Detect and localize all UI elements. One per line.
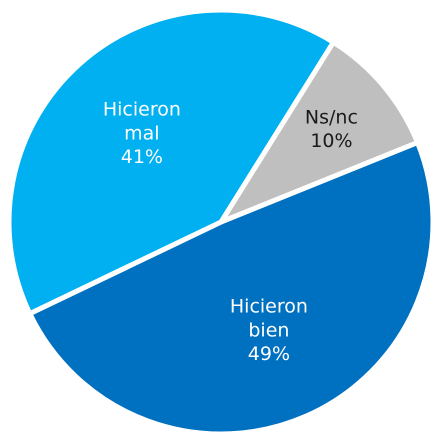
value-label: 10% xyxy=(310,130,352,152)
category-label-line: Hicieron xyxy=(230,295,308,317)
category-label-line: Ns/nc xyxy=(305,106,358,128)
pie-slice xyxy=(218,39,421,225)
category-label: Ns/nc xyxy=(305,106,358,128)
category-label-line: mal xyxy=(124,122,159,144)
pie-slice xyxy=(6,7,336,317)
category-label: Hicieron bien xyxy=(230,295,308,341)
value-label: 49% xyxy=(248,343,290,365)
category-label-line: Hicieron xyxy=(103,98,181,120)
category-label: Hicieron mal xyxy=(103,98,181,144)
pie-slice xyxy=(27,140,436,437)
value-label: 41% xyxy=(121,146,163,168)
category-label-line: bien xyxy=(248,319,289,341)
